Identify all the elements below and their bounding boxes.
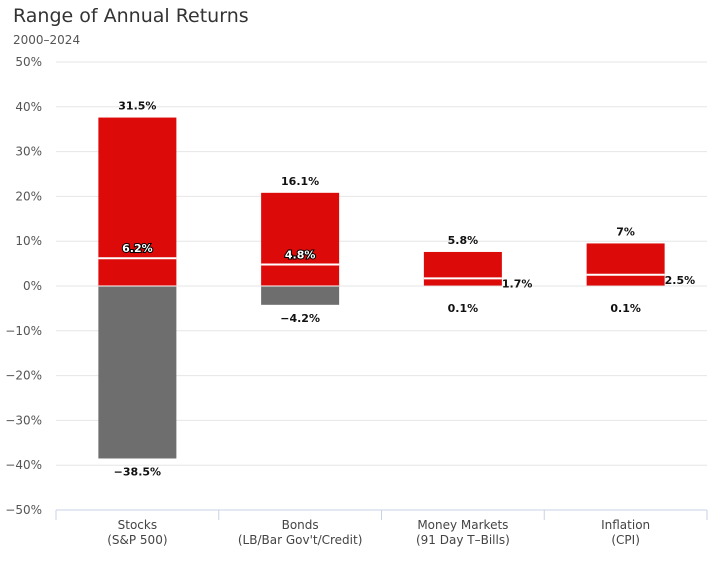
bar-positive xyxy=(423,251,502,286)
high-value-label: 16.1% xyxy=(281,175,319,188)
bar-positive xyxy=(261,192,340,286)
median-value-label: 1.7% xyxy=(502,277,533,290)
x-category-sublabel: (LB/Bar Gov't/Credit) xyxy=(238,533,363,547)
x-category-sublabel: (S&P 500) xyxy=(107,533,167,547)
x-category-sublabel: (CPI) xyxy=(611,533,640,547)
y-tick-label: −40% xyxy=(5,458,42,472)
high-value-label: 7% xyxy=(616,225,635,238)
y-tick-label: 30% xyxy=(15,145,42,159)
median-value-label: 4.8% xyxy=(285,248,316,261)
x-category-label: Stocks xyxy=(118,518,157,532)
x-category-label: Bonds xyxy=(282,518,319,532)
bar-negative xyxy=(98,286,177,459)
bar-positive xyxy=(586,243,665,286)
y-tick-label: −30% xyxy=(5,413,42,427)
bar-positive xyxy=(98,117,177,286)
high-value-label: 31.5% xyxy=(118,100,156,113)
low-value-label: −4.2% xyxy=(280,312,320,325)
y-tick-label: 20% xyxy=(15,189,42,203)
y-tick-label: 50% xyxy=(15,55,42,69)
x-category-label: Money Markets xyxy=(417,518,508,532)
bar-negative xyxy=(261,286,340,305)
low-value-label: 0.1% xyxy=(448,302,479,315)
y-tick-label: 0% xyxy=(23,279,42,293)
high-value-label: 5.8% xyxy=(448,234,479,247)
low-value-label: −38.5% xyxy=(114,465,161,478)
median-value-label: 6.2% xyxy=(122,242,153,255)
median-value-label: 2.5% xyxy=(665,274,696,287)
y-tick-label: 40% xyxy=(15,100,42,114)
chart-title: Range of Annual Returns xyxy=(13,5,249,27)
y-tick-label: −10% xyxy=(5,324,42,338)
x-category-sublabel: (91 Day T–Bills) xyxy=(416,533,510,547)
low-value-label: 0.1% xyxy=(610,302,641,315)
x-category-label: Inflation xyxy=(601,518,650,532)
y-tick-label: −20% xyxy=(5,369,42,383)
y-tick-label: −50% xyxy=(5,503,42,517)
y-tick-label: 10% xyxy=(15,234,42,248)
chart-subtitle: 2000–2024 xyxy=(13,33,81,47)
